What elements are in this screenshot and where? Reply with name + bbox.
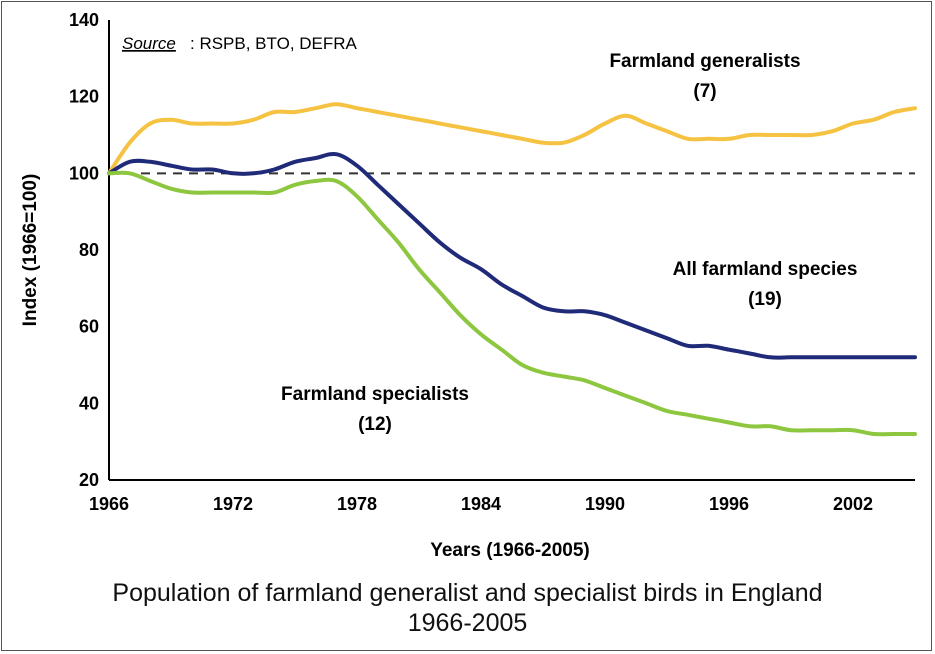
series-line-farmland-generalists: [107, 102, 917, 176]
series-count-all-farmland: (19): [748, 289, 782, 310]
x-tick-label-1972: 1972: [213, 494, 253, 514]
series-count-generalists: (7): [693, 81, 716, 102]
y-tick-label-140: 140: [69, 10, 99, 30]
x-tick-label-1966: 1966: [89, 494, 129, 514]
x-tick-label-1990: 1990: [585, 494, 625, 514]
y-axis-label: Index (1966=100): [20, 174, 41, 327]
series-count-specialists: (12): [358, 414, 392, 435]
y-tick-label-60: 60: [79, 317, 99, 337]
x-tick-label-1996: 1996: [709, 494, 749, 514]
x-tick-label-1984: 1984: [461, 494, 501, 514]
y-tick-label-20: 20: [79, 470, 99, 490]
caption-line-2: 1966-2005: [407, 609, 528, 637]
x-tick-label-2002: 2002: [833, 494, 873, 514]
y-tick-label-100: 100: [69, 163, 99, 183]
y-tick-label-80: 80: [79, 240, 99, 260]
x-tick-label-1978: 1978: [337, 494, 377, 514]
series-label-all-farmland: All farmland species: [673, 259, 858, 280]
series-line-farmland-specialists: [107, 170, 917, 437]
series-label-generalists: Farmland generalists: [609, 51, 800, 72]
chart-caption: Population of farmland generalist and sp…: [0, 578, 935, 638]
y-tick-label-120: 120: [69, 87, 99, 107]
series-label-specialists: Farmland specialists: [281, 384, 469, 405]
y-tick-label-40: 40: [79, 393, 99, 413]
source-text: : RSPB, BTO, DEFRA: [190, 34, 358, 53]
x-axis-label: Years (1966-2005): [430, 540, 590, 561]
caption-line-1: Population of farmland generalist and sp…: [112, 579, 823, 607]
series-line-all-farmland-species: [107, 151, 917, 360]
source-label: Source: [122, 34, 176, 53]
